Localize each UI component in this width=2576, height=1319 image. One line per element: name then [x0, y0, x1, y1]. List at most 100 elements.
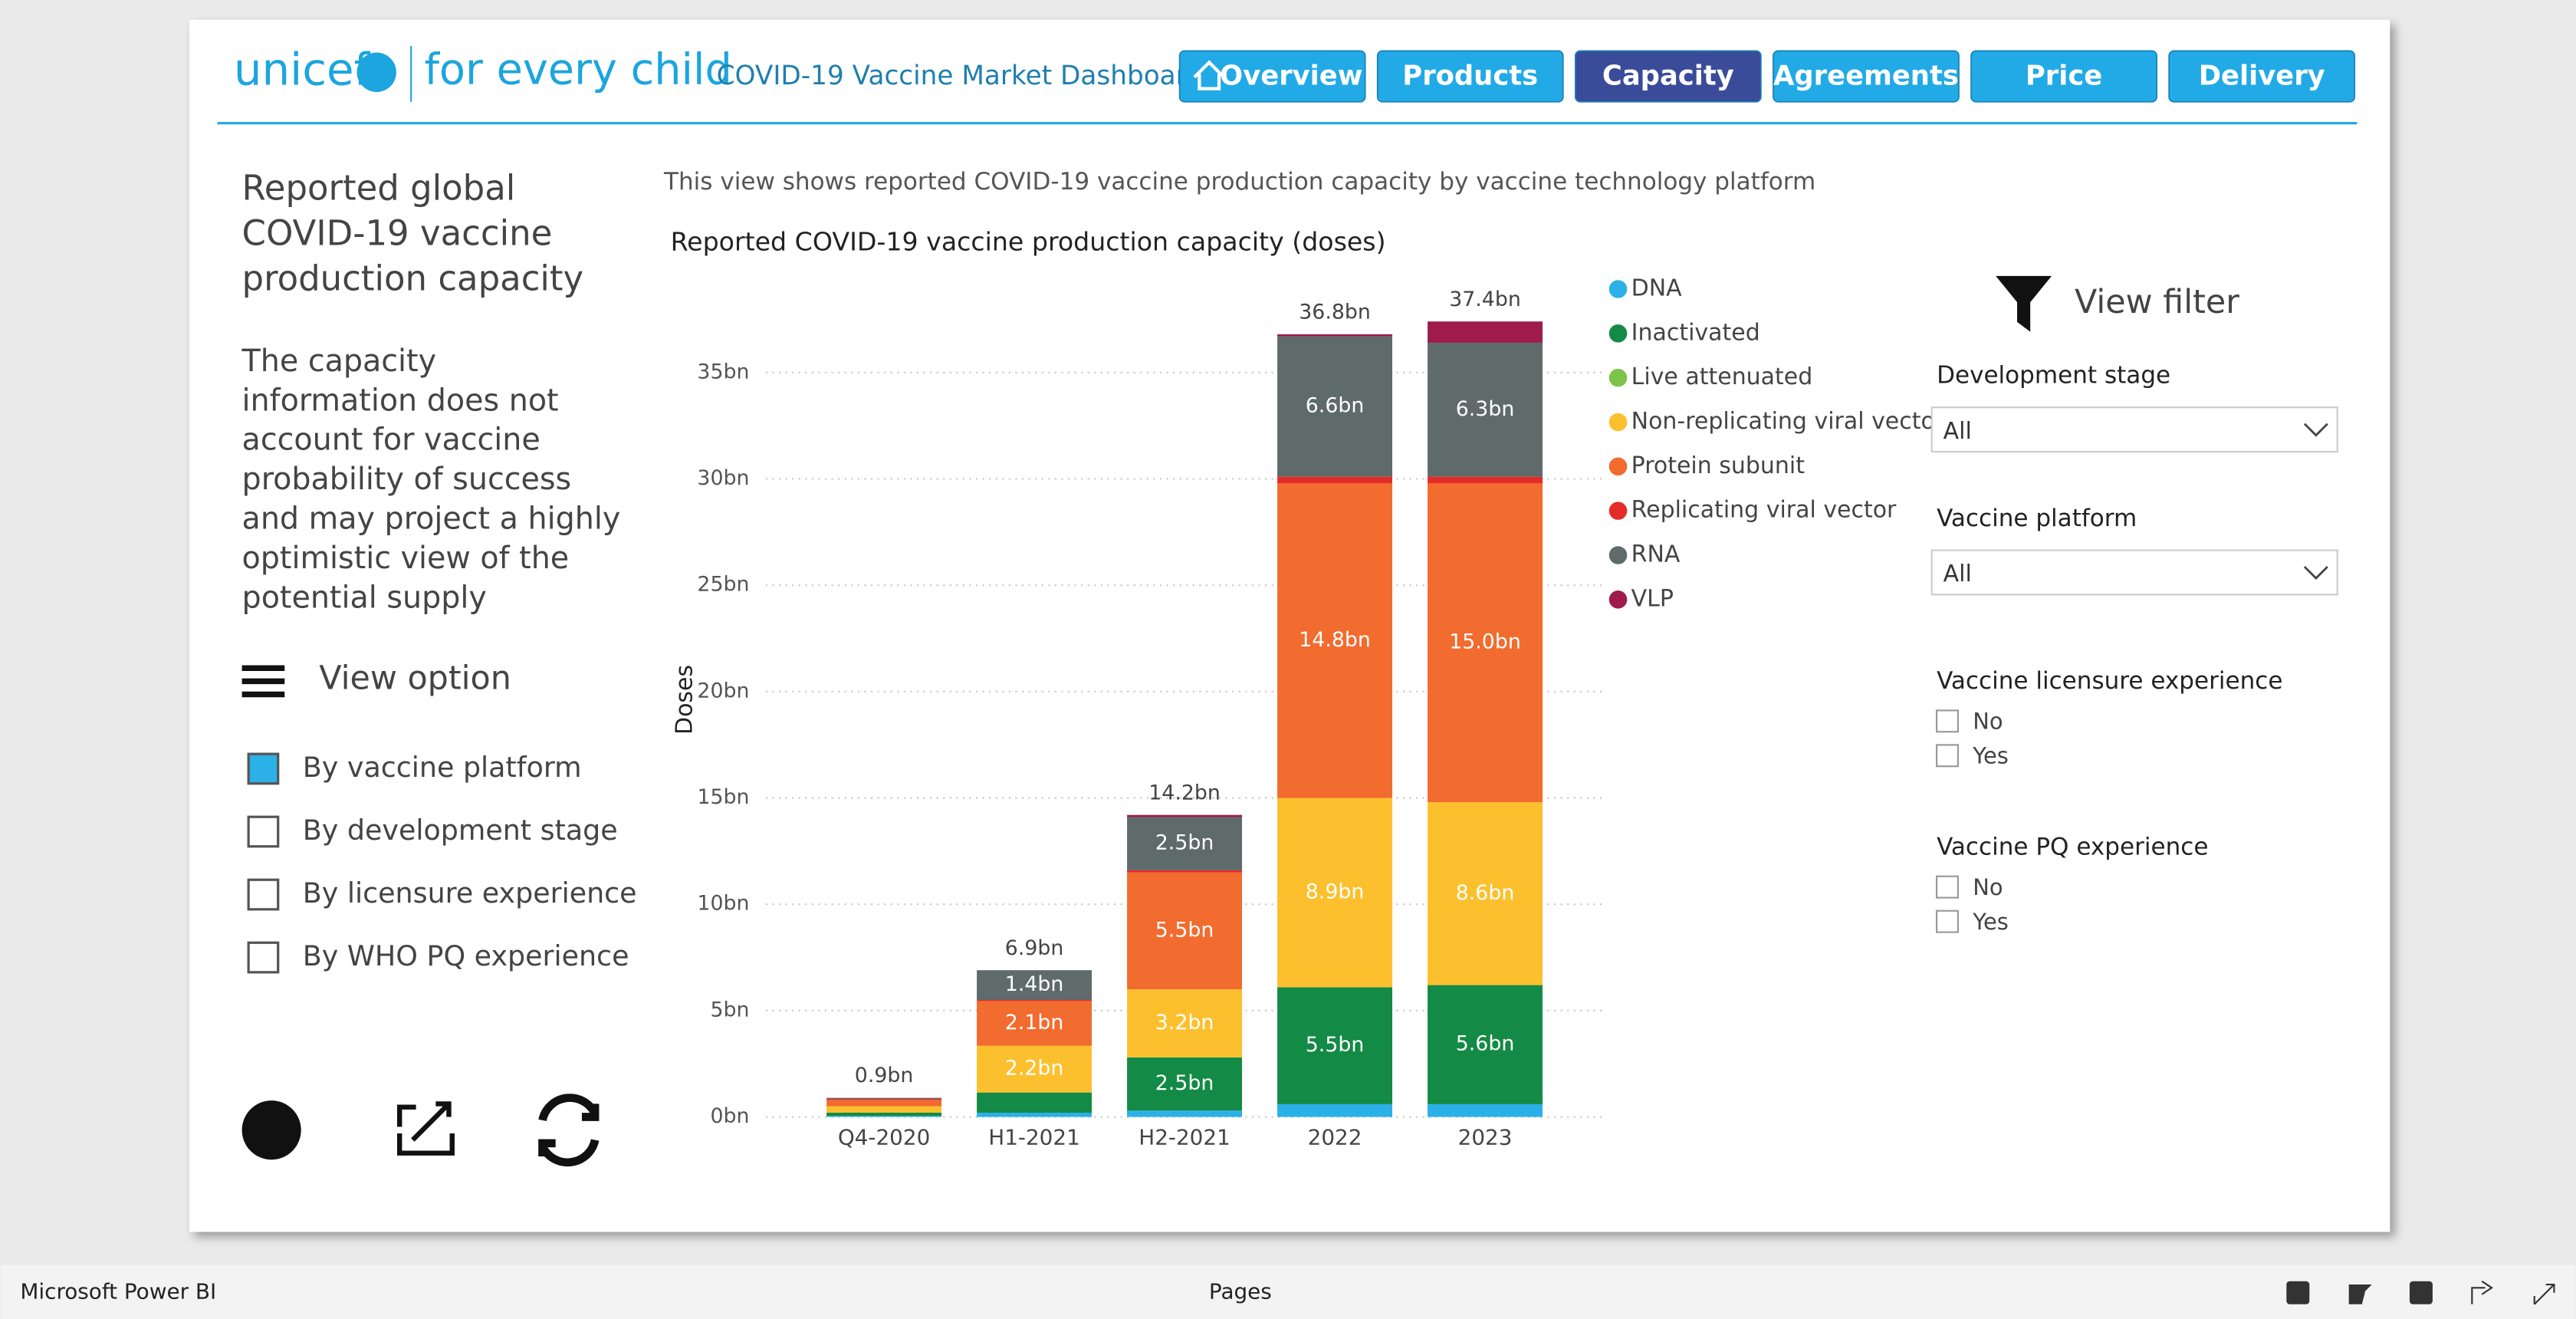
option-label[interactable]: By licensure experience: [303, 877, 637, 909]
footer-bar: [0, 1265, 2576, 1319]
filter-option[interactable]: Yes: [1972, 909, 2009, 935]
nav-label[interactable]: Overview: [1220, 61, 1362, 92]
segment-label: 5.5bn: [1306, 1033, 1365, 1057]
checkbox-group-label: Vaccine licensure experience: [1937, 667, 2282, 695]
sidebar-note: The capacity: [242, 344, 436, 379]
bar-segment: [826, 1100, 942, 1107]
legend-swatch: [1608, 457, 1628, 476]
legend-swatch: [1608, 590, 1628, 609]
fullscreen-icon[interactable]: [2533, 1283, 2555, 1305]
total-label: 37.4bn: [1449, 288, 1521, 311]
help-icon[interactable]: [242, 1100, 301, 1160]
bar-segment: [1277, 987, 1393, 1104]
sidebar-note: and may project a highly: [242, 502, 621, 537]
total-label: 14.2bn: [1148, 781, 1221, 804]
bar-segment: [1277, 334, 1393, 337]
bar-segment: [1428, 985, 1543, 1104]
option-label[interactable]: By WHO PQ experience: [303, 939, 629, 972]
nav-button[interactable]: [1178, 50, 1366, 103]
bar-segment: [1428, 321, 1543, 343]
total-label: 0.9bn: [855, 1064, 914, 1087]
segment-label: 2.5bn: [1155, 831, 1214, 855]
share-icon[interactable]: [2471, 1280, 2493, 1304]
filter-option[interactable]: No: [1973, 874, 2003, 900]
filter-checkbox[interactable]: [1936, 875, 1959, 899]
x-tick-label: Q4-2020: [838, 1124, 930, 1150]
share-icons: [2286, 1280, 2555, 1305]
sidebar-title: production capacity: [242, 258, 584, 298]
chart: 0bn 5bn 10bn 15bn 20bn 25bn 30bn 35bn Q4-2020 0.9…: [697, 275, 1944, 1150]
segment-label: 2.2bn: [1005, 1057, 1064, 1081]
bar-segment: [826, 1116, 942, 1117]
x-tick-label: 2023: [1458, 1124, 1513, 1150]
bar-segment: [1428, 483, 1543, 803]
filters: View filter Development stage All Vaccine p…: [1930, 275, 2338, 935]
dropdown-label: Development stage: [1937, 362, 2170, 390]
dropdown[interactable]: [1930, 406, 2338, 453]
legend-swatch: [1608, 413, 1628, 432]
menu-icon-bar: [242, 691, 285, 698]
dropdown[interactable]: [1930, 549, 2338, 596]
bar-segment: [826, 1112, 942, 1117]
dropdown-value[interactable]: All: [1944, 418, 1972, 445]
filter-checkbox[interactable]: [1936, 744, 1959, 768]
sidebar-title: COVID-19 vaccine: [242, 212, 553, 253]
linkedin-icon[interactable]: [2286, 1281, 2310, 1304]
filter-checkbox[interactable]: [1936, 709, 1959, 733]
option-checkbox[interactable]: [247, 752, 280, 785]
segment-label: 2.1bn: [1005, 1011, 1064, 1034]
x-tick-label: H1-2021: [988, 1124, 1080, 1150]
segment-label: 8.6bn: [1456, 881, 1515, 905]
x-tick-label: 2022: [1308, 1124, 1362, 1150]
logo-emblem: [356, 52, 396, 92]
dropdown-value[interactable]: All: [1944, 561, 1972, 587]
nav: Overview Products Capacity Agreements Price D…: [1178, 50, 2356, 103]
filter-checkbox[interactable]: [1936, 909, 1959, 933]
footer-app: Microsoft Power BI: [20, 1279, 216, 1304]
nav-button[interactable]: [2168, 50, 2356, 103]
legend-label: Inactivated: [1631, 319, 1760, 346]
footer-pages[interactable]: Pages: [1209, 1279, 1272, 1304]
facebook-icon[interactable]: [2409, 1281, 2433, 1304]
nav-label[interactable]: Delivery: [2199, 61, 2325, 92]
nav-label[interactable]: Agreements: [1773, 61, 1959, 92]
option-checkbox[interactable]: [247, 815, 280, 848]
sidebar-title: Reported global: [242, 167, 516, 208]
bar-segment: [1277, 476, 1393, 484]
reset-icon[interactable]: [538, 1094, 600, 1167]
bar-segment: [977, 1092, 1092, 1113]
y-tick-label: 35bn: [697, 360, 749, 383]
nav-label[interactable]: Capacity: [1602, 61, 1734, 92]
description: This view shows reported COVID-19 vaccin…: [663, 168, 1815, 196]
legend-label: VLP: [1631, 585, 1674, 612]
option-label[interactable]: By vaccine platform: [303, 751, 582, 784]
bar-segment: [1127, 1110, 1243, 1117]
home-icon: [1193, 60, 1225, 90]
menu-icon-bar: [242, 665, 285, 671]
export-icon[interactable]: [396, 1101, 455, 1156]
option-label[interactable]: By development stage: [303, 814, 618, 847]
filter-option[interactable]: Yes: [1972, 742, 2009, 768]
option-checkbox[interactable]: [247, 941, 280, 974]
dropdown-label: Vaccine platform: [1937, 505, 2137, 532]
nav-button[interactable]: [1574, 50, 1762, 103]
y-tick-label: 20bn: [697, 679, 749, 702]
filter-option[interactable]: No: [1973, 708, 2003, 734]
option-checkbox[interactable]: [247, 878, 280, 911]
bar-segment: [1428, 476, 1543, 484]
legend-label: Live attenuated: [1631, 363, 1813, 390]
nav-button[interactable]: [1970, 50, 2157, 103]
nav-label[interactable]: Price: [2026, 61, 2102, 92]
bar-segment: [1277, 798, 1393, 988]
segment-label: 8.9bn: [1306, 880, 1365, 903]
segment-label: 6.3bn: [1456, 397, 1515, 421]
y-tick-label: 30bn: [697, 466, 749, 490]
bar-segment: [1277, 1104, 1393, 1117]
legend-swatch: [1608, 502, 1628, 520]
nav-button[interactable]: [1376, 50, 1564, 103]
twitter-icon[interactable]: [2348, 1284, 2372, 1304]
nav-button[interactable]: [1773, 50, 1960, 103]
nav-label[interactable]: Products: [1402, 61, 1538, 92]
